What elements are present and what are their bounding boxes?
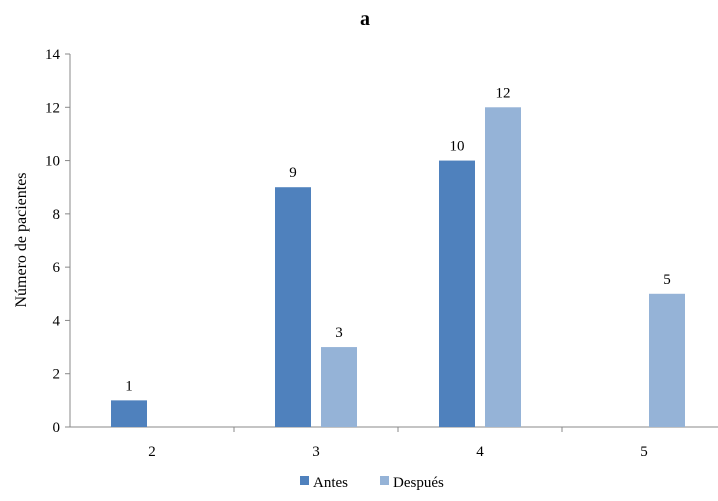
bar-despu-s-3 <box>321 347 357 427</box>
x-tick-label: 2 <box>148 444 156 460</box>
y-axis-label: Número de pacientes <box>13 172 30 307</box>
data-label: 12 <box>496 85 511 101</box>
y-tick-label: 2 <box>53 367 61 383</box>
legend: Antes Después <box>300 475 444 491</box>
legend-swatch <box>380 476 389 485</box>
bars: 1 9 3 10 12 5 <box>111 85 685 428</box>
bar-antes-4 <box>439 160 475 428</box>
data-label: 1 <box>125 378 133 394</box>
data-label: 10 <box>450 139 465 155</box>
y-tick-label: 10 <box>45 154 60 170</box>
y-tick-label: 6 <box>53 260 61 276</box>
x-tick-label: 4 <box>476 444 484 460</box>
legend-label: Después <box>393 475 444 491</box>
y-axis-ticks: 0 2 4 6 8 10 12 14 <box>45 47 70 436</box>
y-tick-label: 8 <box>53 207 61 223</box>
legend-label: Antes <box>313 475 348 491</box>
legend-swatch <box>300 476 309 485</box>
y-tick-label: 4 <box>53 313 61 329</box>
y-tick-label: 14 <box>45 47 61 63</box>
y-tick-label: 12 <box>45 100 60 116</box>
x-tick-label: 5 <box>640 444 648 460</box>
bar-antes-2 <box>111 400 147 427</box>
bar-antes-3 <box>275 187 311 427</box>
chart-title: a <box>360 8 370 30</box>
data-label: 9 <box>289 165 297 181</box>
bar-despu-s-4 <box>485 107 521 428</box>
data-label: 5 <box>663 272 671 288</box>
y-tick-label: 0 <box>53 420 61 436</box>
x-axis-ticks: 2 3 4 5 <box>148 427 648 460</box>
bar-despu-s-5 <box>649 293 685 427</box>
data-label: 3 <box>335 325 343 341</box>
x-tick-label: 3 <box>312 444 320 460</box>
